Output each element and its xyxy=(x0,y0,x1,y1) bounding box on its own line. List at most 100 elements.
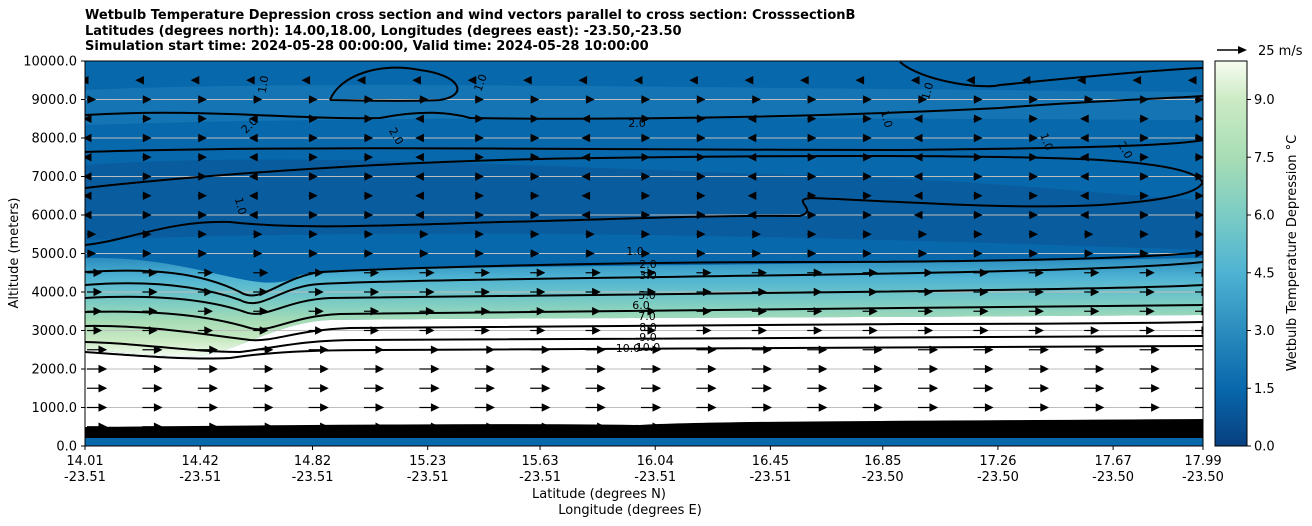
wind-vector xyxy=(209,364,218,374)
wind-vector xyxy=(1029,172,1038,181)
wind-vector xyxy=(481,287,490,297)
wind-vector xyxy=(486,403,495,412)
colorbar-tick-label: 4.5 xyxy=(1254,266,1275,281)
y-tick-label: 7000.0 xyxy=(32,170,78,185)
wind-vector xyxy=(696,95,706,104)
wind-vector xyxy=(592,287,601,297)
wind-vector xyxy=(1077,75,1086,85)
wind-key-arrowhead xyxy=(1238,46,1247,54)
wind-vector xyxy=(541,383,551,393)
wind-vector xyxy=(1090,268,1100,278)
plot-area: 1.02.03.05.06.07.08.09.010.010.01.01.01.… xyxy=(85,61,1214,446)
wind-vector xyxy=(419,229,429,239)
wind-vector xyxy=(592,268,601,278)
wind-vector xyxy=(929,383,939,393)
wind-vector xyxy=(924,287,934,297)
wind-vector xyxy=(320,364,329,374)
wind-vector xyxy=(913,133,923,143)
wind-vector xyxy=(370,268,380,278)
wind-vector xyxy=(924,306,934,316)
wind-vector xyxy=(641,152,651,162)
wind-vector xyxy=(973,114,983,124)
wind-vector xyxy=(818,383,828,393)
wind-vector xyxy=(924,326,934,335)
wind-vector xyxy=(475,133,484,143)
wind-vector xyxy=(370,287,380,297)
wind-vector xyxy=(415,172,424,181)
wind-vector xyxy=(696,210,706,220)
wind-vector xyxy=(581,210,591,220)
wind-vector xyxy=(800,75,809,85)
wind-vector xyxy=(249,191,258,201)
wind-vector xyxy=(929,422,939,432)
wind-vector xyxy=(581,172,591,181)
wind-key: 25 m/s xyxy=(1217,44,1303,59)
surface-contour-thick xyxy=(85,419,1203,437)
wind-vector xyxy=(1207,366,1214,373)
wind-vector xyxy=(647,287,657,297)
wind-vector xyxy=(641,95,651,104)
wind-vector xyxy=(863,191,872,201)
wind-vector xyxy=(1207,385,1214,392)
title-line-1: Wetbulb Temperature Depression cross sec… xyxy=(85,8,856,23)
x-tick-lon: -23.51 xyxy=(292,470,334,485)
wind-vector xyxy=(486,364,495,374)
wind-vector xyxy=(707,403,717,412)
wind-vector xyxy=(364,172,374,181)
wind-vector xyxy=(264,345,274,355)
wind-vector xyxy=(763,383,772,393)
wind-vector xyxy=(647,306,657,316)
wind-vector xyxy=(747,114,757,124)
wind-vector xyxy=(647,268,657,278)
x-axis-label-2: Longitude (degrees E) xyxy=(558,503,702,518)
wind-vector xyxy=(1151,345,1160,355)
wind-vector xyxy=(253,249,263,258)
wind-vector xyxy=(198,191,207,201)
wind-vector xyxy=(874,364,883,374)
wind-vector xyxy=(148,268,158,278)
wind-vector xyxy=(246,75,255,85)
wind-vector xyxy=(763,364,772,374)
wind-vector xyxy=(1195,95,1203,104)
wind-vector xyxy=(309,133,318,143)
wind-vector xyxy=(633,75,643,85)
x-tick-lat: 14.42 xyxy=(182,454,219,469)
colorbar-ticks: 0.0 1.5 3.0 4.5 6.0 7.5 9.0 xyxy=(1247,93,1275,455)
wind-vector xyxy=(984,364,994,374)
wind-vector xyxy=(153,345,163,355)
wind-vector xyxy=(375,364,385,374)
wind-vector xyxy=(93,268,103,278)
wind-vector xyxy=(364,152,374,162)
wind-vector xyxy=(93,326,103,335)
wind-vector xyxy=(425,326,435,335)
wind-vector xyxy=(641,210,651,220)
wind-vector xyxy=(259,287,269,297)
wind-vector xyxy=(1029,191,1038,201)
wind-vector xyxy=(198,210,207,220)
wind-vector xyxy=(249,114,258,124)
wind-vector xyxy=(1095,383,1105,393)
wind-vector xyxy=(530,249,540,258)
wind-vector xyxy=(1151,422,1160,432)
wind-vector xyxy=(807,229,817,239)
wind-vector xyxy=(1140,114,1149,124)
wind-vector xyxy=(863,95,872,104)
contour-label: 1.0 xyxy=(232,196,249,216)
wind-vector xyxy=(536,306,546,316)
wind-vector xyxy=(475,249,484,258)
wind-vector xyxy=(747,133,757,143)
wind-vector xyxy=(813,287,823,297)
colorbar-tick-label: 9.0 xyxy=(1254,93,1275,108)
wind-vector xyxy=(309,172,318,181)
wind-vector xyxy=(98,364,108,374)
contour-13 xyxy=(899,61,1203,88)
y-tick-label: 4000.0 xyxy=(32,286,78,301)
wind-vector xyxy=(984,345,994,355)
wind-vector xyxy=(984,403,994,412)
wind-vector xyxy=(1090,326,1100,335)
wind-vector xyxy=(702,306,712,316)
wind-vector xyxy=(523,75,532,85)
wind-vector xyxy=(93,287,103,297)
wind-vector xyxy=(1040,403,1049,412)
wind-vector xyxy=(530,191,540,201)
